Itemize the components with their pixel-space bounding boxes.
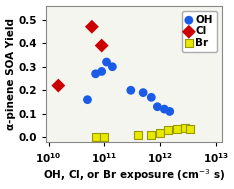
- Br: [94, 136, 98, 139]
- OH: [162, 108, 166, 111]
- OH: [105, 60, 108, 64]
- Br: [150, 133, 153, 136]
- Br: [188, 128, 192, 131]
- Br: [158, 131, 162, 134]
- OH: [168, 110, 172, 113]
- OH: [86, 98, 89, 101]
- Br: [166, 129, 170, 132]
- Y-axis label: α-pinene SOA Yield: α-pinene SOA Yield: [6, 18, 15, 130]
- Cl: [56, 84, 60, 87]
- Br: [102, 136, 106, 139]
- Legend: OH, Cl, Br: OH, Cl, Br: [182, 11, 217, 52]
- OH: [94, 72, 98, 75]
- OH: [141, 91, 145, 94]
- OH: [150, 96, 153, 99]
- Cl: [90, 25, 94, 28]
- OH: [156, 105, 159, 108]
- Cl: [100, 44, 104, 47]
- X-axis label: OH, Cl, or Br exposure (cm$^{-3}$ s): OH, Cl, or Br exposure (cm$^{-3}$ s): [43, 168, 225, 184]
- Br: [175, 128, 179, 131]
- OH: [129, 89, 133, 92]
- OH: [110, 65, 114, 68]
- OH: [100, 70, 104, 73]
- Br: [136, 133, 140, 136]
- Br: [183, 126, 187, 129]
